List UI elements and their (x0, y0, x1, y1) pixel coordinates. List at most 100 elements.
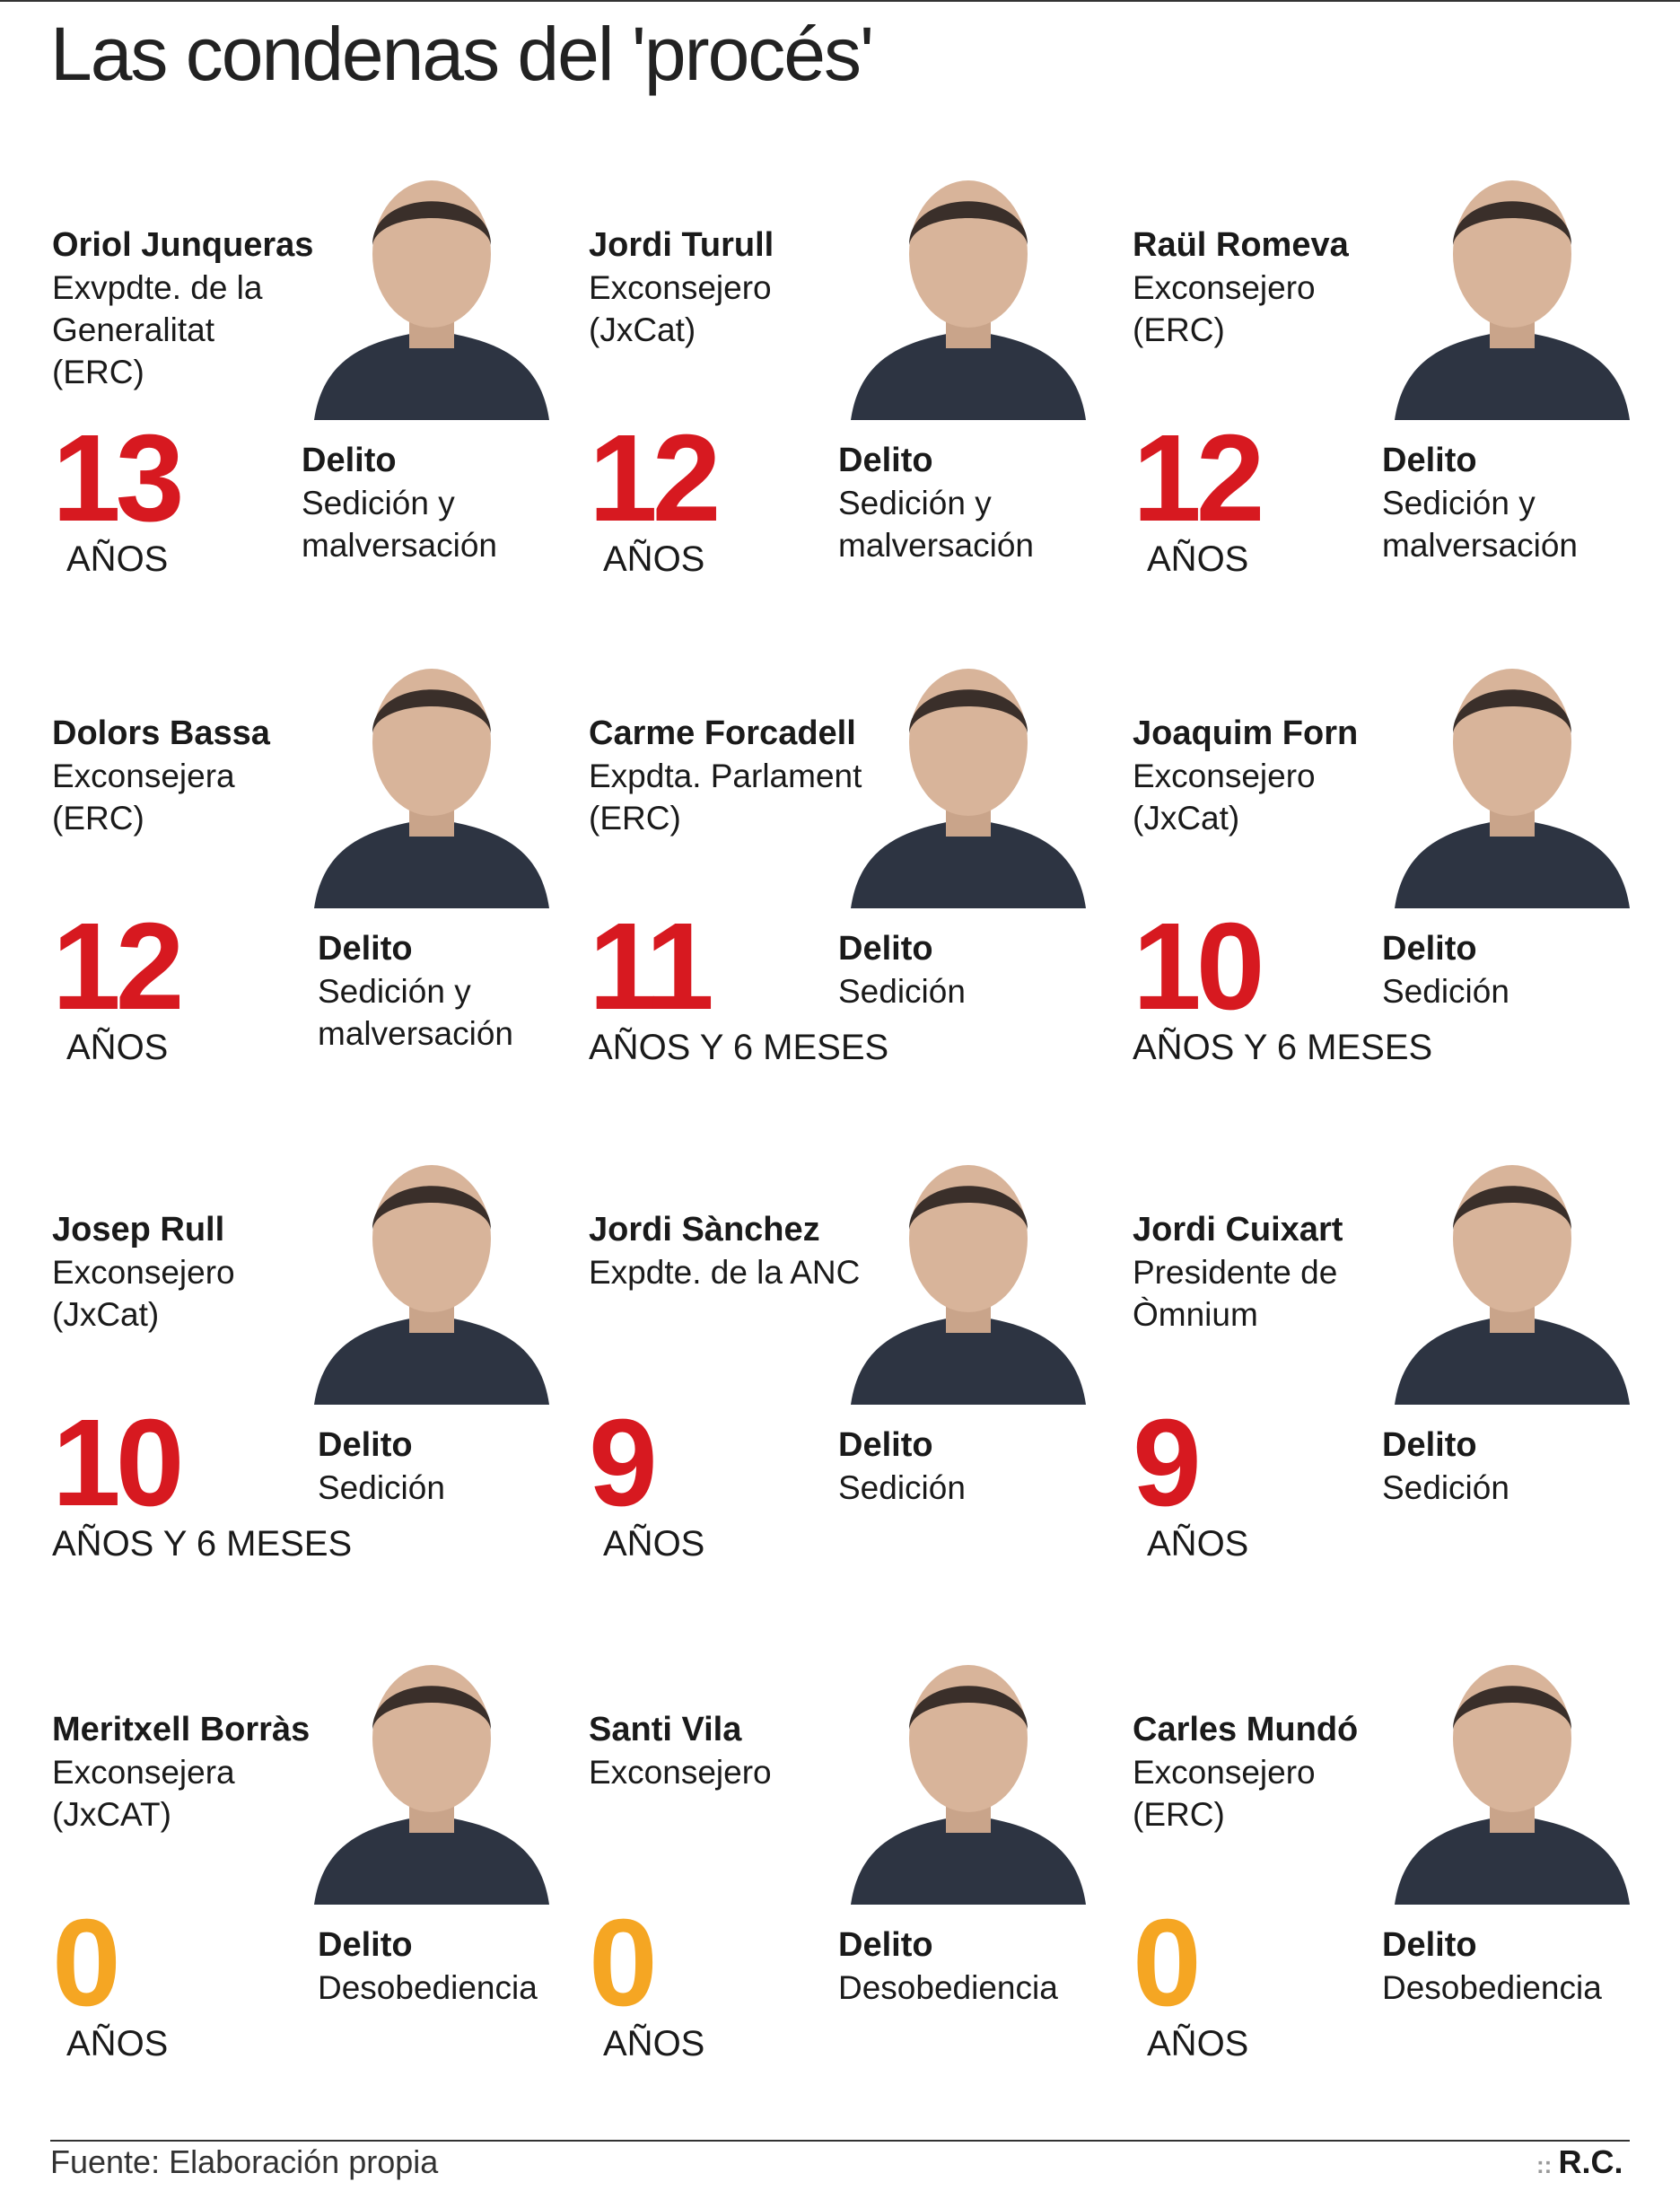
sentence-unit: AÑOS (1147, 539, 1249, 579)
person-role: Expdta. Parlament (589, 758, 862, 794)
source: Fuente: Elaboración propia (50, 2143, 439, 2180)
sentence-unit: AÑOS (603, 1524, 705, 1564)
crime: Sedición y (838, 485, 992, 521)
crime: Sedición y (318, 973, 471, 1010)
crime: Sedición y (1382, 485, 1536, 521)
person-role: Exconsejero (589, 1754, 772, 1791)
person-name: Jordi Sànchez (589, 1211, 820, 1249)
sentence-unit: AÑOS (1147, 2024, 1249, 2063)
sentence-years: 0 (52, 1894, 121, 2032)
portrait (1395, 1165, 1630, 1405)
sentence-unit: AÑOS Y 6 MESES (1133, 1028, 1433, 1067)
portrait (1395, 669, 1630, 908)
top-rule (0, 0, 1680, 2)
sentence-years: 13 (52, 409, 184, 548)
person-role: Exconsejero (52, 1254, 235, 1291)
crime-label: Delito (302, 442, 397, 479)
person-name: Jordi Cuixart (1133, 1211, 1343, 1249)
sentence-years: 10 (52, 1394, 184, 1532)
sentence-years: 12 (52, 898, 184, 1036)
sentence-unit: AÑOS (66, 2024, 169, 2063)
person-name: Santi Vila (589, 1711, 742, 1748)
crime: Sedición (1382, 1469, 1509, 1506)
sentence-years: 0 (589, 1894, 658, 2032)
crime-label: Delito (318, 1926, 413, 1964)
person-role: Exconsejero (1133, 758, 1316, 794)
crime-label: Delito (838, 930, 933, 968)
sentence-unit: AÑOS (66, 539, 169, 579)
person-role: (JxCat) (52, 1296, 160, 1333)
person-role: Òmnium (1133, 1296, 1258, 1333)
portrait (1395, 180, 1630, 420)
person-name: Carles Mundó (1133, 1711, 1359, 1748)
sentence-unit: AÑOS (66, 1028, 169, 1067)
person-role: Generalitat (52, 311, 214, 348)
sentence-years: 9 (1133, 1394, 1202, 1532)
crime: Sedición (838, 1469, 966, 1506)
portrait (314, 1665, 549, 1905)
portrait (314, 180, 549, 420)
person-name: Dolors Bassa (52, 714, 270, 752)
crime-label: Delito (1382, 1426, 1477, 1464)
crime: Sedición (1382, 973, 1509, 1010)
person-role: Exconsejero (589, 269, 772, 306)
footer-rule (50, 2140, 1630, 2142)
title: Las condenas del 'procés' (50, 12, 874, 96)
crime: malversación (318, 1015, 513, 1052)
portrait (314, 669, 549, 908)
person-role: (JxCAT) (52, 1796, 171, 1833)
portrait (314, 1165, 549, 1405)
person-name: Raül Romeva (1133, 226, 1349, 264)
person-name: Jordi Turull (589, 226, 774, 264)
person-name: Carme Forcadell (589, 714, 856, 752)
person-role: (JxCat) (589, 311, 696, 348)
sentence-years: 0 (1133, 1894, 1202, 2032)
person-role: (ERC) (52, 800, 144, 837)
crime: Desobediencia (1382, 1969, 1602, 2006)
person-name: Josep Rull (52, 1211, 225, 1249)
sentence-unit: AÑOS (1147, 1524, 1249, 1564)
person-role: Exconsejera (52, 758, 235, 794)
person-role: Exconsejero (1133, 269, 1316, 306)
crime: malversación (1382, 527, 1578, 564)
crime-label: Delito (838, 442, 933, 479)
portrait (1395, 1665, 1630, 1905)
sentence-years: 12 (1133, 409, 1264, 548)
crime-label: Delito (1382, 930, 1477, 968)
person-role: (ERC) (1133, 311, 1225, 348)
sentence-unit: AÑOS (603, 539, 705, 579)
person-role: Presidente de (1133, 1254, 1338, 1291)
person-role: (ERC) (1133, 1796, 1225, 1833)
sentence-years: 11 (589, 898, 714, 1036)
portrait (851, 669, 1086, 908)
sentence-years: 10 (1133, 898, 1264, 1036)
sentence-unit: AÑOS Y 6 MESES (589, 1028, 889, 1067)
crime-label: Delito (318, 930, 413, 968)
crime-label: Delito (838, 1926, 933, 1964)
crime-label: Delito (318, 1426, 413, 1464)
person-role: Expdte. de la ANC (589, 1254, 861, 1291)
sentence-unit: AÑOS Y 6 MESES (52, 1524, 353, 1564)
person-role: Exvpdte. de la (52, 269, 263, 306)
crime: Desobediencia (838, 1969, 1058, 2006)
person-name: Oriol Junqueras (52, 226, 314, 264)
person-role: (JxCat) (1133, 800, 1240, 837)
person-role: (ERC) (52, 354, 144, 390)
sentence-years: 9 (589, 1394, 658, 1532)
portrait (851, 180, 1086, 420)
crime: Sedición (838, 973, 966, 1010)
person-role: (ERC) (589, 800, 681, 837)
person-name: Meritxell Borràs (52, 1711, 311, 1748)
portrait (851, 1165, 1086, 1405)
crime-label: Delito (838, 1426, 933, 1464)
crime: malversación (302, 527, 497, 564)
person-role: Exconsejera (52, 1754, 235, 1791)
portrait (851, 1665, 1086, 1905)
person-name: Joaquim Forn (1133, 714, 1359, 752)
crime: Desobediencia (318, 1969, 538, 2006)
person-role: Exconsejero (1133, 1754, 1316, 1791)
sentence-unit: AÑOS (603, 2024, 705, 2063)
crime: malversación (838, 527, 1034, 564)
credit: :: R.C. (1536, 2143, 1623, 2180)
